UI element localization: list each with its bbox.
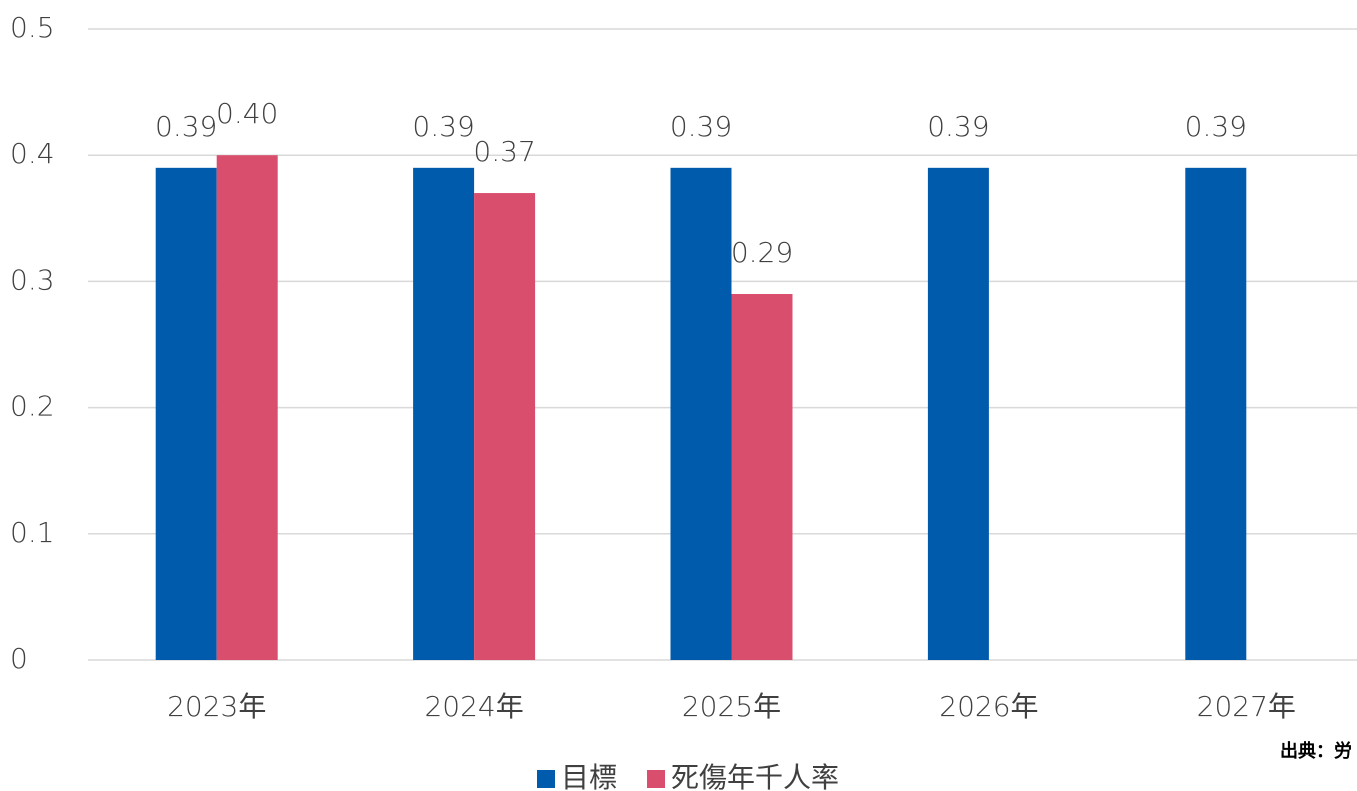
data-label: 0.40 xyxy=(216,97,278,130)
bar xyxy=(1185,167,1247,660)
legend-swatch xyxy=(647,770,666,788)
legend-label: 死傷年千人率 xyxy=(671,761,839,791)
y-tick-label: 0.3 xyxy=(10,263,55,296)
y-tick-label: 0.1 xyxy=(10,516,55,549)
bar xyxy=(413,167,475,660)
x-tick-label: 2026年 xyxy=(939,690,1038,723)
data-label: 0.39 xyxy=(412,110,474,143)
bar xyxy=(927,167,989,660)
legend-label: 目標 xyxy=(561,761,617,791)
bar xyxy=(155,167,217,660)
y-tick-label: 0 xyxy=(10,642,28,675)
y-tick-label: 0.4 xyxy=(10,137,55,170)
bar xyxy=(670,167,732,660)
data-label: 0.39 xyxy=(155,110,217,143)
source-note: 出典：労 xyxy=(1280,740,1352,762)
bar xyxy=(216,155,278,660)
data-label: 0.37 xyxy=(473,135,535,168)
data-label: 0.39 xyxy=(927,110,989,143)
bar xyxy=(474,193,536,660)
x-tick-label: 2024年 xyxy=(424,690,523,723)
y-tick-label: 0.5 xyxy=(10,11,55,44)
y-tick-label: 0.2 xyxy=(10,390,55,423)
bar xyxy=(731,294,793,660)
x-tick-label: 2025年 xyxy=(682,690,781,723)
x-tick-label: 2023年 xyxy=(167,690,266,723)
data-label: 0.39 xyxy=(1185,110,1247,143)
x-tick-label: 2027年 xyxy=(1197,690,1296,723)
data-label: 0.39 xyxy=(670,110,732,143)
legend-swatch xyxy=(537,770,555,788)
data-label: 0.29 xyxy=(731,236,793,269)
